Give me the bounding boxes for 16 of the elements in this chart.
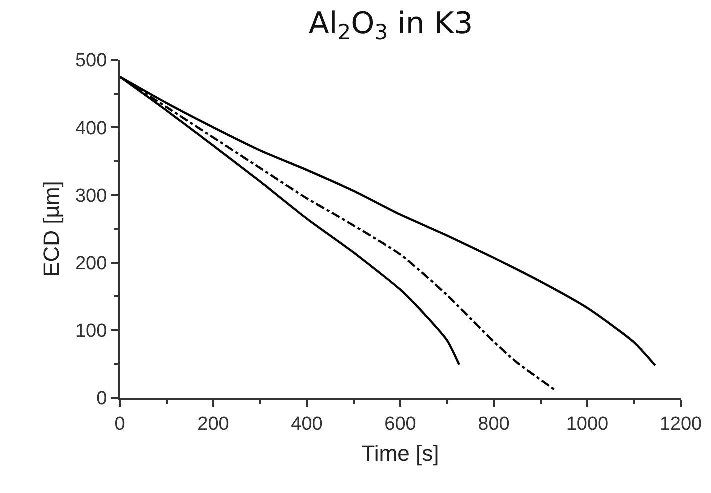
y-tick-label: 100 [75,321,108,342]
y-tick-label: 300 [75,186,108,207]
x-tick-label: 0 [114,414,126,435]
x-tick-label: 400 [291,414,323,435]
y-axis-title: ECD [µm] [38,181,64,277]
x-tick-label: 200 [198,414,230,435]
x-axis-title: Time [s] [362,441,440,466]
x-tick-label: 800 [478,414,510,435]
y-tick-label: 0 [96,388,108,410]
y-tick-label: 400 [75,118,108,140]
y-tick-label: 200 [75,253,108,274]
chart-title: Al$_{2}$O$_{3}$ in K3 [308,6,474,45]
x-tick-label: 600 [384,414,416,435]
y-tick-label: 500 [75,50,108,72]
x-tick-label: 1200 [660,414,702,435]
x-tick-label: 1000 [566,414,609,435]
